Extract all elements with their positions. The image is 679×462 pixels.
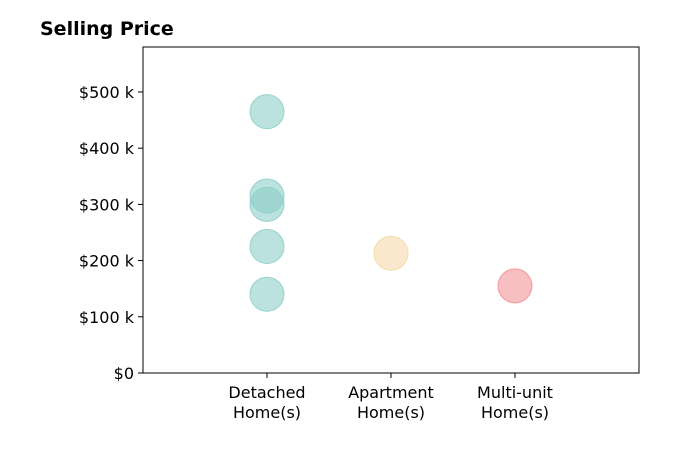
y-tick-label: $400 k <box>79 139 135 158</box>
chart-title: Selling Price <box>40 18 174 40</box>
x-tick-label: Multi-unit Home(s) <box>477 383 553 422</box>
data-point <box>249 276 285 312</box>
data-point <box>249 94 285 130</box>
y-tick-label: $100 k <box>79 308 135 327</box>
y-tick-label: $300 k <box>79 195 135 214</box>
data-point <box>373 235 409 271</box>
plot-area: $0 $100 k $200 k $300 k $400 k $500 k Detached… <box>79 46 640 422</box>
data-point <box>249 229 285 265</box>
y-tick-label: $0 <box>114 364 134 383</box>
y-tick-label: $500 k <box>79 83 135 102</box>
data-point <box>249 186 285 222</box>
axes-frame <box>142 46 640 374</box>
x-tick-label: Apartment Home(s) <box>348 383 434 422</box>
data-point <box>497 268 533 304</box>
x-tick-label: Detached Home(s) <box>228 383 305 422</box>
y-tick-label: $200 k <box>79 252 135 271</box>
